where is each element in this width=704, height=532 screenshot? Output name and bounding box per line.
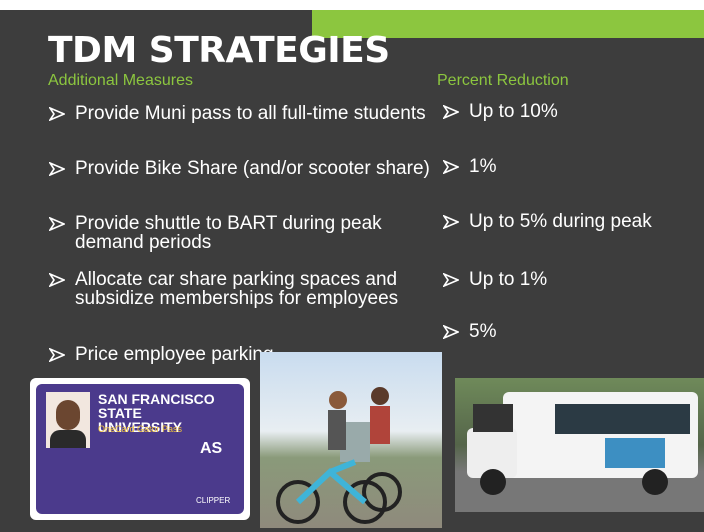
bullet-arrow — [49, 217, 65, 231]
card: SAN FRANCISCO STATE UNIVERSITY OneCard G… — [36, 384, 244, 514]
measure: Provide shuttle to BART during peak dema… — [49, 213, 445, 253]
reduction: 5% — [443, 321, 699, 342]
clipper: CLIPPER — [196, 496, 231, 505]
bullet-arrow — [443, 325, 459, 339]
reduction-text: 1% — [469, 156, 497, 177]
shoulders — [50, 430, 86, 448]
rider — [328, 410, 346, 450]
bike-photo — [260, 352, 442, 528]
bullet — [49, 162, 65, 176]
reduction: 1% — [443, 156, 699, 177]
bullet-arrow — [49, 273, 65, 287]
measure: Provide Muni pass to all full-time stude… — [49, 103, 445, 124]
rider — [329, 391, 347, 409]
wheel — [362, 472, 402, 512]
bike-scene — [276, 387, 402, 524]
measure: Provide Bike Share (and/or scooter share… — [49, 158, 445, 179]
bullet-arrow — [443, 215, 459, 229]
measure: Allocate car share parking spaces and su… — [49, 269, 445, 309]
bullet — [443, 273, 459, 287]
bullet-arrow — [49, 348, 65, 362]
measure-text: Allocate car share parking spaces and su… — [75, 269, 399, 309]
shuttle-scene — [467, 392, 698, 495]
windshield — [473, 404, 513, 432]
measure-text: Price employee parking — [75, 344, 274, 365]
bullet-arrow — [443, 273, 459, 287]
face — [56, 400, 80, 430]
bullet — [49, 348, 65, 362]
reduction: Up to 10% — [443, 101, 699, 122]
bullet-arrow — [443, 105, 459, 119]
shuttle-photo — [455, 378, 704, 512]
reduction: Up to 5% during peak — [443, 211, 699, 232]
id-card-photo: SAN FRANCISCO STATE UNIVERSITY OneCard G… — [30, 378, 250, 520]
measure: Price employee parking — [49, 344, 445, 365]
reduction: Up to 1% — [443, 269, 699, 290]
wheel — [276, 480, 320, 524]
bullet — [443, 105, 459, 119]
bullet — [443, 160, 459, 174]
pass: OneCard Gator Pass — [98, 424, 183, 434]
wheel — [642, 469, 668, 495]
bullet — [443, 325, 459, 339]
bullet-arrow — [443, 160, 459, 174]
reduction-text: 5% — [469, 321, 497, 342]
reduction-heading: Percent Reduction — [437, 72, 569, 89]
windows — [555, 404, 690, 434]
measure-text: Provide Bike Share (and/or scooter share… — [75, 158, 430, 179]
bullet-arrow — [49, 162, 65, 176]
measure-text: Provide shuttle to BART during peak dema… — [75, 213, 382, 253]
bus-cab — [467, 428, 517, 478]
rider — [370, 406, 390, 444]
bullet — [49, 107, 65, 121]
bus-ad — [605, 438, 665, 468]
bullet — [49, 273, 65, 287]
wheel — [480, 469, 506, 495]
bullet — [49, 217, 65, 231]
top-band — [0, 0, 704, 10]
reduction-text: Up to 1% — [469, 269, 548, 290]
green-band — [312, 10, 704, 38]
portrait — [46, 392, 90, 448]
measure-text: Provide Muni pass to all full-time stude… — [75, 103, 426, 124]
as-logo: AS — [200, 440, 223, 457]
university: SAN FRANCISCO STATE UNIVERSITY — [98, 391, 215, 435]
rider — [371, 387, 389, 405]
bike-frame — [295, 459, 367, 505]
title: TDM STRATEGIES — [48, 30, 390, 71]
bullet-arrow — [49, 107, 65, 121]
reduction-text: Up to 10% — [469, 101, 558, 122]
measures-heading: Additional Measures — [48, 72, 193, 89]
bullet — [443, 215, 459, 229]
reduction-text: Up to 5% during peak — [469, 211, 652, 232]
